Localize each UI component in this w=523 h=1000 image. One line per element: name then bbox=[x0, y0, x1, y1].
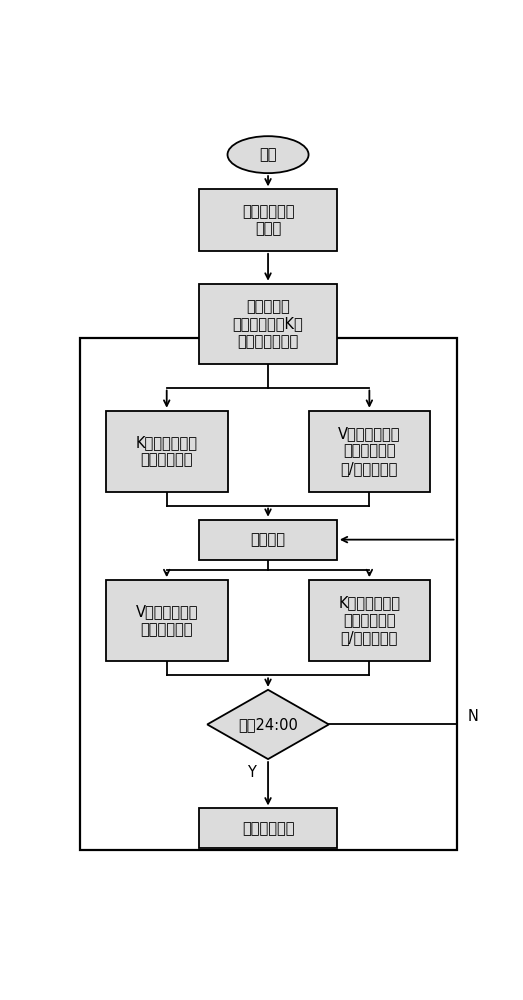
FancyBboxPatch shape bbox=[199, 520, 337, 560]
Text: 旋转天线: 旋转天线 bbox=[251, 532, 286, 547]
Ellipse shape bbox=[228, 136, 309, 173]
FancyBboxPatch shape bbox=[199, 284, 337, 364]
Text: V波段指向天空
测量大气参数: V波段指向天空 测量大气参数 bbox=[135, 604, 198, 637]
Text: Y: Y bbox=[247, 765, 256, 780]
FancyBboxPatch shape bbox=[106, 411, 228, 492]
Text: 每天24:00: 每天24:00 bbox=[238, 717, 298, 732]
Text: 辐射计系统四
点定标: 辐射计系统四 点定标 bbox=[242, 204, 294, 236]
FancyBboxPatch shape bbox=[309, 411, 430, 492]
Text: K波段指向黑体
定标（噪声注
入/增益定标）: K波段指向黑体 定标（噪声注 入/增益定标） bbox=[338, 596, 401, 645]
FancyBboxPatch shape bbox=[199, 808, 337, 848]
Text: V波段指向黑体
定标（噪声注
入/增益定标）: V波段指向黑体 定标（噪声注 入/增益定标） bbox=[338, 426, 401, 476]
FancyBboxPatch shape bbox=[106, 580, 228, 661]
Polygon shape bbox=[207, 690, 329, 759]
FancyBboxPatch shape bbox=[199, 189, 337, 251]
Text: N: N bbox=[467, 709, 478, 724]
FancyBboxPatch shape bbox=[309, 580, 430, 661]
Text: 开始: 开始 bbox=[259, 147, 277, 162]
FancyBboxPatch shape bbox=[79, 338, 457, 850]
Text: K波段指向天空
测量大气参数: K波段指向天空 测量大气参数 bbox=[135, 435, 198, 467]
Text: 倾斜曲线定标: 倾斜曲线定标 bbox=[242, 821, 294, 836]
Text: 系统初始化
（控制电机使K波
段天线在上方）: 系统初始化 （控制电机使K波 段天线在上方） bbox=[233, 299, 303, 349]
